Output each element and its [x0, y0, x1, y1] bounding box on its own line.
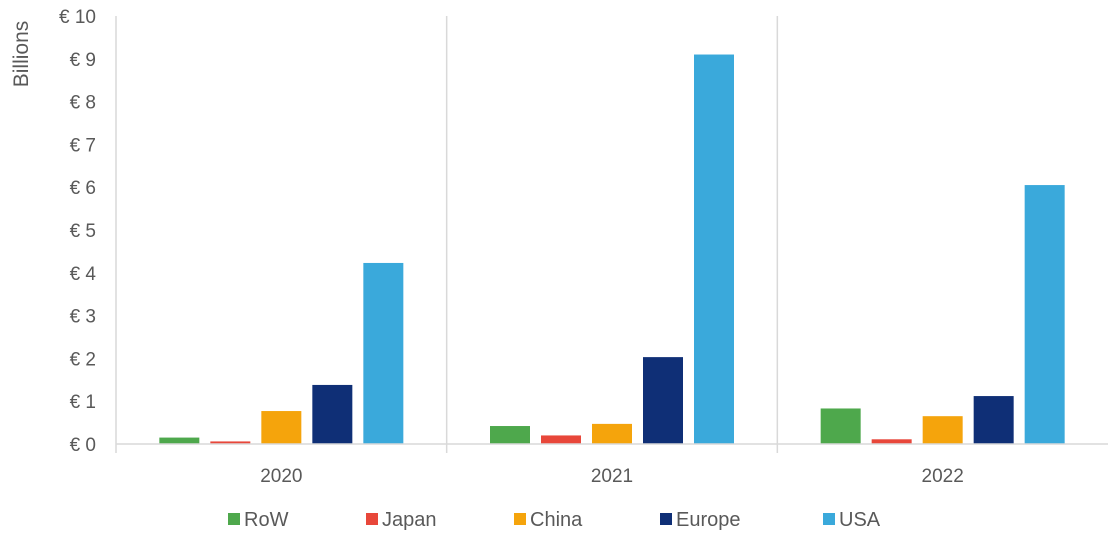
- bars: [159, 54, 1065, 445]
- legend-label: RoW: [244, 509, 289, 531]
- category-dividers: [115, 16, 779, 453]
- bar-japan-2020: [210, 441, 251, 444]
- bar-usa-2020: [363, 262, 404, 444]
- x-tick-label: 2020: [260, 466, 302, 487]
- bar-usa-2022: [1024, 185, 1065, 444]
- bar-china-2021: [592, 423, 632, 444]
- legend-swatch: [366, 513, 378, 525]
- y-axis-tick-labels: € 0 € 1 € 2 € 3 € 4 € 5 € 6 € 7 € 8 € 9 € 10: [59, 7, 96, 456]
- y-tick-label: € 5: [70, 221, 96, 242]
- legend-label: Europe: [676, 509, 741, 531]
- bar-china-2022: [922, 416, 963, 444]
- bar-europe-2020: [312, 384, 353, 444]
- legend-swatch: [514, 513, 526, 525]
- y-tick-label: € 10: [59, 7, 96, 28]
- bar-china-2020: [261, 411, 302, 444]
- x-tick-label: 2021: [591, 466, 633, 487]
- legend-label: USA: [839, 509, 881, 531]
- bar-usa-2021: [694, 54, 734, 445]
- legend-item-china: China: [514, 509, 583, 531]
- y-tick-label: € 0: [70, 435, 96, 456]
- legend: RoW Japan China Europe USA: [228, 509, 881, 531]
- y-tick-label: € 1: [70, 392, 96, 413]
- legend-label: Japan: [382, 509, 437, 531]
- x-axis-tick-labels: 2020 2021 2022: [260, 466, 964, 487]
- legend-item-row: RoW: [228, 509, 289, 531]
- y-tick-label: € 8: [70, 93, 96, 114]
- legend-item-usa: USA: [823, 509, 881, 531]
- x-tick-label: 2022: [922, 466, 964, 487]
- bar-row-2022: [820, 408, 861, 444]
- bar-japan-2022: [871, 439, 912, 444]
- legend-swatch: [228, 513, 240, 525]
- y-tick-label: € 2: [70, 349, 96, 370]
- bar-japan-2021: [541, 435, 581, 444]
- bar-europe-2022: [973, 396, 1014, 444]
- legend-label: China: [530, 509, 583, 531]
- legend-item-japan: Japan: [366, 509, 437, 531]
- y-tick-label: € 9: [70, 50, 96, 71]
- bar-europe-2021: [643, 357, 683, 444]
- legend-swatch: [823, 513, 835, 525]
- bar-row-2020: [159, 437, 200, 444]
- y-tick-label: € 3: [70, 307, 96, 328]
- y-tick-label: € 7: [70, 135, 96, 156]
- legend-swatch: [660, 513, 672, 525]
- bar-row-2021: [490, 426, 530, 444]
- y-tick-label: € 6: [70, 178, 96, 199]
- y-tick-label: € 4: [70, 264, 97, 285]
- y-axis-title: Billions: [10, 21, 33, 88]
- legend-item-europe: Europe: [660, 509, 741, 531]
